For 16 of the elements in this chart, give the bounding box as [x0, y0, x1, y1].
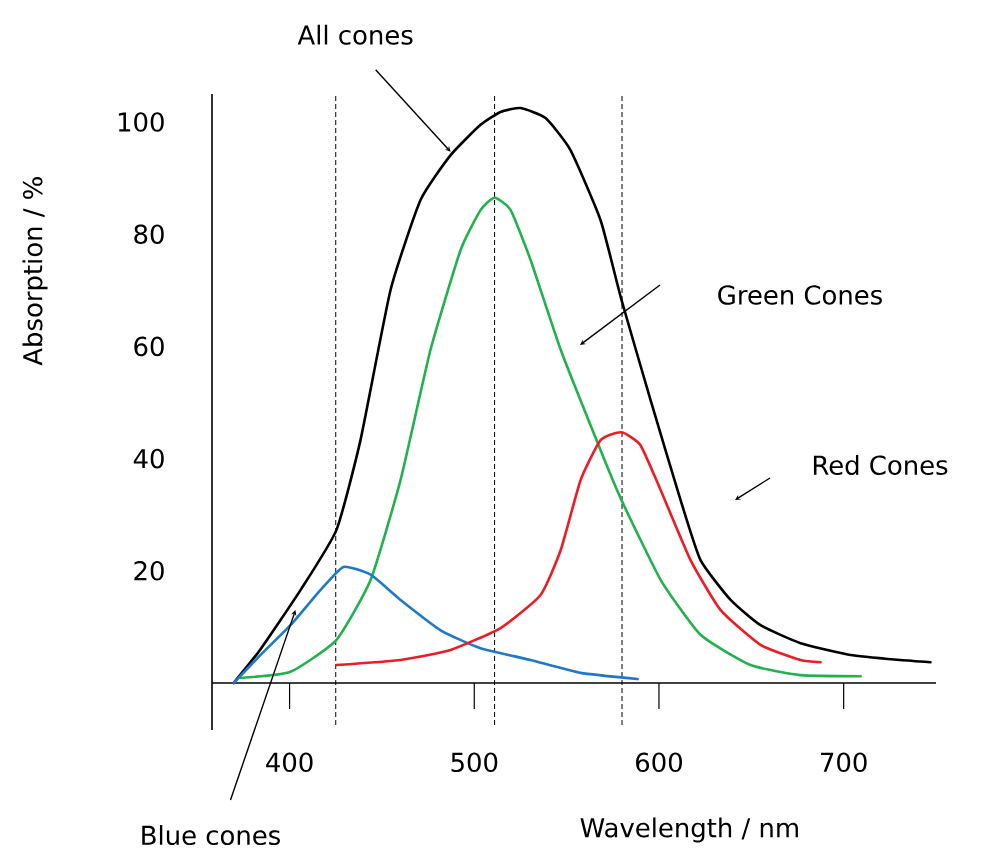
- y-tick-label: 80: [134, 224, 164, 245]
- x-tick-label: 500: [451, 752, 498, 773]
- y-tick-label: 40: [133, 448, 164, 469]
- x-tick-label: 400: [266, 752, 313, 773]
- annotation: Green Cones: [718, 285, 882, 305]
- y-tick-label: 100: [118, 112, 164, 132]
- y-tick-label: 60: [134, 336, 164, 357]
- y-axis-title: Absorption / %: [22, 177, 48, 366]
- x-tick-label: 600: [636, 752, 682, 773]
- annotation: Red Cones: [813, 454, 948, 476]
- x-tick-label: 700: [821, 752, 867, 773]
- line-series: [232, 565, 639, 685]
- annotation: All cones: [297, 24, 413, 45]
- y-tick-label: 20: [134, 561, 164, 581]
- x-axis-title: Wavelength / nm: [580, 817, 798, 843]
- annotation: Blue cones: [142, 825, 280, 846]
